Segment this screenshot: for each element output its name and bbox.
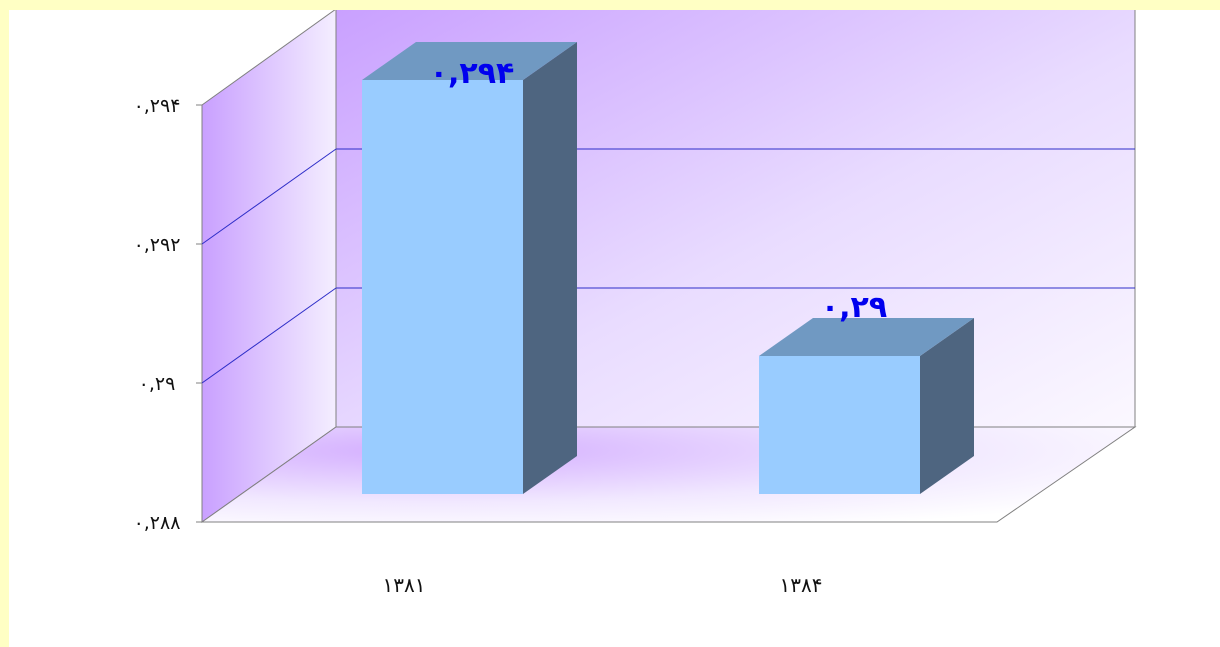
bar-front (362, 80, 523, 494)
y-tick-label: ۰,۲۸۸ (134, 512, 181, 534)
bar-side (920, 318, 974, 494)
data-label: ۰,۲۹ (821, 290, 887, 325)
gridline-side (201, 148, 337, 245)
x-axis-labels: ۱۳۸۱ ۱۳۸۴ (383, 573, 823, 597)
bar-top (759, 318, 974, 356)
y-tick-label: ۰,۲۹ (139, 373, 176, 395)
floor (200, 426, 1137, 523)
chart-frame: ۰,۲۸۸ ۰,۲۹ ۰,۲۹۲ ۰,۲۹۴ ۱۳۸۱ ۱۳۸۴ ۰,۲۹۴ ۰,۲۹ (9, 10, 1220, 647)
bar (759, 318, 974, 494)
bar (362, 42, 577, 494)
category-label: ۱۳۸۴ (780, 573, 823, 597)
bars (362, 42, 974, 494)
data-label: ۰,۲۹۴ (430, 56, 515, 91)
plot-walls (200, 10, 1137, 523)
category-label: ۱۳۸۱ (383, 573, 426, 597)
y-axis-labels: ۰,۲۸۸ ۰,۲۹ ۰,۲۹۲ ۰,۲۹۴ (134, 95, 181, 534)
bar-front (759, 356, 920, 494)
y-tick-label: ۰,۲۹۴ (134, 95, 181, 117)
bar-side (523, 42, 577, 494)
y-tick-label: ۰,۲۹۲ (134, 234, 181, 256)
gridline-side (201, 287, 337, 384)
bar-top (362, 42, 577, 80)
data-labels: ۰,۲۹۴ ۰,۲۹ (430, 56, 887, 325)
bar-chart: ۰,۲۸۸ ۰,۲۹ ۰,۲۹۲ ۰,۲۹۴ ۱۳۸۱ ۱۳۸۴ ۰,۲۹۴ ۰,۲۹ (134, 10, 1137, 597)
